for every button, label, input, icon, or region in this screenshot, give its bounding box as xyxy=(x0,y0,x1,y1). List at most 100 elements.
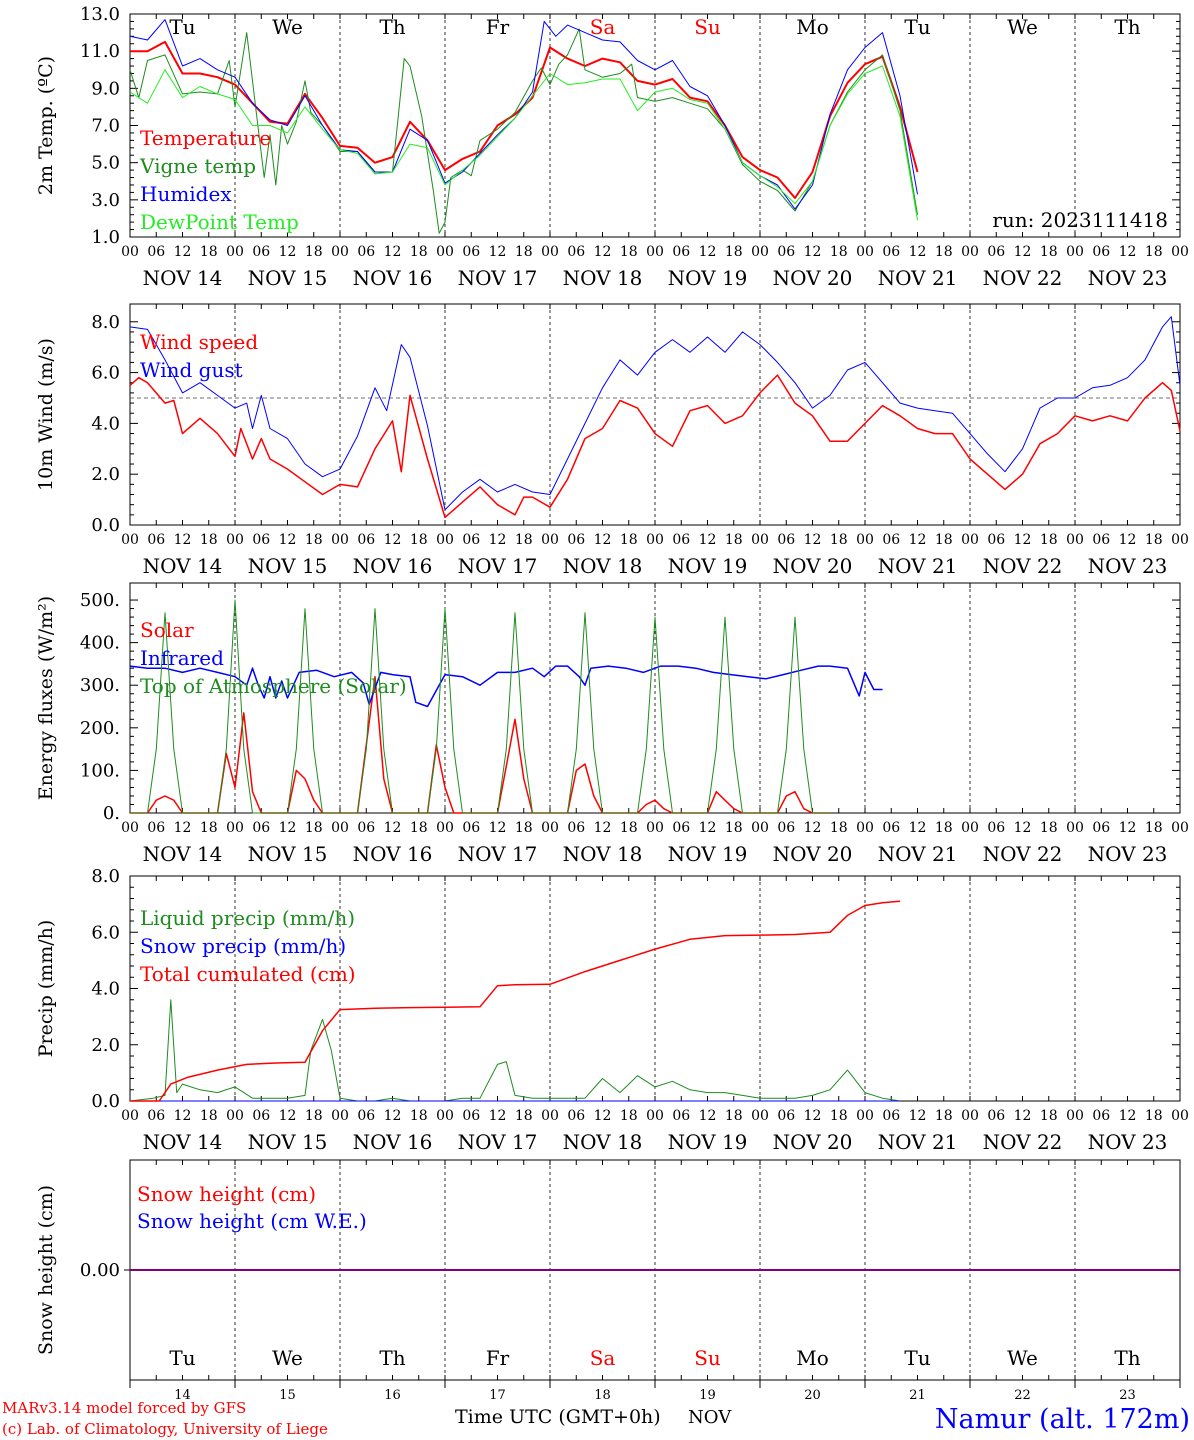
weekday-label: Th xyxy=(1114,1346,1140,1370)
hour-tick-label: 18 xyxy=(1040,1108,1058,1124)
y-tick-label: 7.0 xyxy=(91,116,120,137)
hour-tick-label: 18 xyxy=(200,820,218,836)
hour-tick-label: 00 xyxy=(961,1108,979,1124)
day-number-label: 21 xyxy=(909,1388,926,1403)
hour-tick-label: 06 xyxy=(987,1108,1005,1124)
day-number-label: 17 xyxy=(489,1388,506,1403)
legend-entry: Infrared xyxy=(140,646,224,670)
hour-tick-label: 12 xyxy=(804,820,822,836)
date-label: NOV 21 xyxy=(878,554,958,578)
day-number-label: 14 xyxy=(174,1388,191,1403)
hour-tick-label: 12 xyxy=(1014,1108,1032,1124)
hour-tick-label: 18 xyxy=(725,532,743,548)
hour-tick-label: 00 xyxy=(121,1108,139,1124)
y-tick-label: 200. xyxy=(80,718,120,739)
y-tick-label: 3.0 xyxy=(91,190,120,211)
hour-tick-label: 12 xyxy=(594,820,612,836)
hour-tick-label: 06 xyxy=(567,532,585,548)
hour-tick-label: 18 xyxy=(1040,244,1058,260)
hour-tick-label: 12 xyxy=(594,532,612,548)
hour-tick-label: 12 xyxy=(174,1108,192,1124)
date-label: NOV 15 xyxy=(248,842,328,866)
hour-tick-label: 18 xyxy=(620,820,638,836)
hour-tick-label: 06 xyxy=(252,820,270,836)
hour-tick-label: 06 xyxy=(777,820,795,836)
hour-tick-label: 12 xyxy=(489,244,507,260)
date-label: NOV 20 xyxy=(773,1130,853,1154)
hour-tick-label: 12 xyxy=(1119,820,1137,836)
hour-tick-label: 06 xyxy=(462,1108,480,1124)
date-label: NOV 15 xyxy=(248,554,328,578)
hour-tick-label: 18 xyxy=(410,244,428,260)
date-label: NOV 14 xyxy=(143,842,223,866)
x-axis-label: Time UTC (GMT+0h) xyxy=(455,1406,661,1428)
y-tick-label: 8.0 xyxy=(91,312,120,333)
hour-tick-label: 06 xyxy=(252,244,270,260)
hour-tick-label: 00 xyxy=(331,1108,349,1124)
date-label: NOV 14 xyxy=(143,266,223,290)
hour-tick-label: 00 xyxy=(121,532,139,548)
hour-tick-label: 12 xyxy=(699,244,717,260)
hour-tick-label: 12 xyxy=(489,532,507,548)
y-tick-label: 0.0 xyxy=(91,515,120,536)
y-tick-label: 2.0 xyxy=(91,464,120,485)
hour-tick-label: 18 xyxy=(200,1108,218,1124)
hour-tick-label: 18 xyxy=(515,820,533,836)
hour-tick-label: 06 xyxy=(882,244,900,260)
hour-tick-label: 06 xyxy=(567,1108,585,1124)
hour-tick-label: 18 xyxy=(620,244,638,260)
hour-tick-label: 06 xyxy=(567,244,585,260)
date-label: NOV 23 xyxy=(1088,266,1168,290)
hour-tick-label: 12 xyxy=(384,532,402,548)
hour-tick-label: 18 xyxy=(620,1108,638,1124)
date-label: NOV 22 xyxy=(983,554,1063,578)
date-label: NOV 17 xyxy=(458,842,538,866)
date-label: NOV 17 xyxy=(458,266,538,290)
hour-tick-label: 00 xyxy=(646,532,664,548)
day-number-label: 22 xyxy=(1014,1388,1031,1403)
date-label: NOV 15 xyxy=(248,1130,328,1154)
hour-tick-label: 12 xyxy=(909,1108,927,1124)
hour-tick-label: 00 xyxy=(1171,244,1189,260)
day-number-label: 23 xyxy=(1119,1388,1136,1403)
hour-tick-label: 06 xyxy=(147,244,165,260)
hour-tick-label: 18 xyxy=(935,820,953,836)
date-label: NOV 18 xyxy=(563,1130,643,1154)
y-axis-title: 2m Temp. (ºC) xyxy=(35,56,57,195)
date-label: NOV 23 xyxy=(1088,554,1168,578)
hour-tick-label: 18 xyxy=(1145,1108,1163,1124)
hour-tick-label: 00 xyxy=(1066,1108,1084,1124)
date-label: NOV 15 xyxy=(248,266,328,290)
hour-tick-label: 18 xyxy=(1145,244,1163,260)
hour-tick-label: 00 xyxy=(541,820,559,836)
hour-tick-label: 00 xyxy=(961,532,979,548)
hour-tick-label: 00 xyxy=(961,244,979,260)
hour-tick-label: 00 xyxy=(331,820,349,836)
hour-tick-label: 12 xyxy=(909,532,927,548)
hour-tick-label: 12 xyxy=(1014,820,1032,836)
weekday-label: Th xyxy=(1114,15,1140,39)
hour-tick-label: 00 xyxy=(1066,244,1084,260)
hour-tick-label: 00 xyxy=(331,244,349,260)
y-axis-title: Energy fluxes (W/m²) xyxy=(35,596,57,800)
y-tick-label: 5.0 xyxy=(91,153,120,174)
hour-tick-label: 12 xyxy=(489,1108,507,1124)
series-total-cumulated-cm xyxy=(130,900,901,1102)
hour-tick-label: 00 xyxy=(751,820,769,836)
hour-tick-label: 12 xyxy=(804,532,822,548)
hour-tick-label: 00 xyxy=(1171,532,1189,548)
hour-tick-label: 00 xyxy=(226,244,244,260)
legend-entry: Wind speed xyxy=(140,330,258,354)
y-tick-label: 0. xyxy=(103,803,120,824)
hour-tick-label: 06 xyxy=(357,532,375,548)
panel-5: 0.00 Snow height (cm) Tu We Th Fr Sa Su Mo Tu We Th… xyxy=(35,1159,1181,1403)
hour-tick-label: 12 xyxy=(384,244,402,260)
hour-tick-label: 12 xyxy=(1119,244,1137,260)
date-label: NOV 21 xyxy=(878,266,958,290)
y-tick-label: 2.0 xyxy=(91,1035,120,1056)
hour-tick-label: 12 xyxy=(174,244,192,260)
weekday-label: We xyxy=(1007,15,1038,39)
series-wind-gust xyxy=(129,316,1181,511)
date-label: NOV 22 xyxy=(983,266,1063,290)
